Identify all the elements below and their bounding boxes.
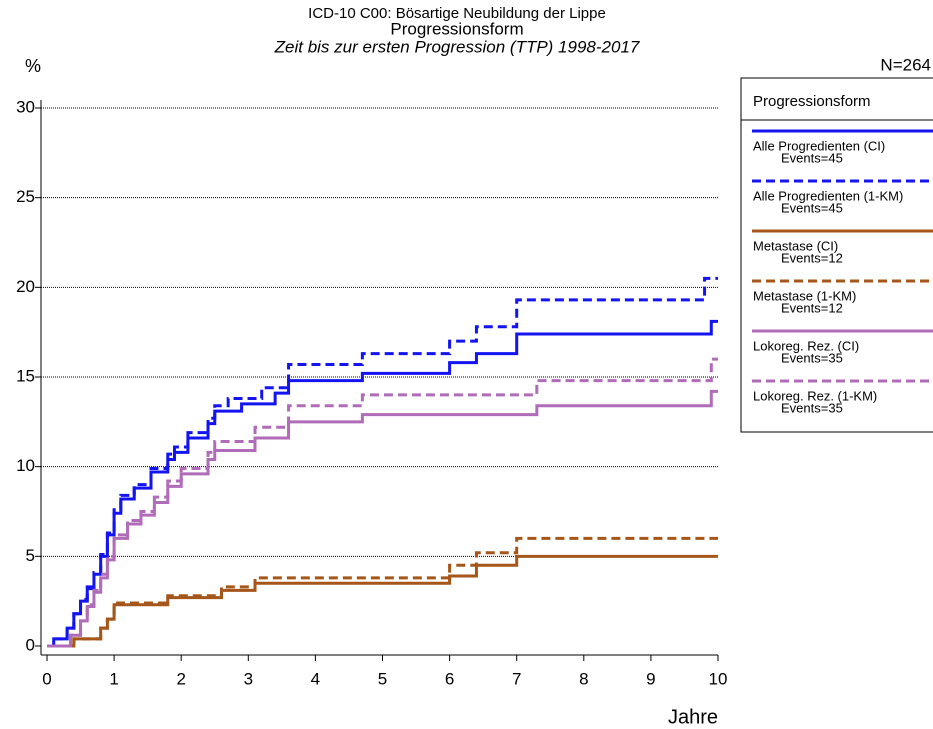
legend-events: Events=12: [781, 300, 843, 315]
series-line: [47, 319, 718, 648]
series-line: [47, 276, 718, 648]
legend-events: Events=45: [781, 200, 843, 215]
legend-label: Lokoreg. Rez. (1-KM): [753, 388, 877, 403]
n-label: N=264: [880, 55, 931, 74]
legend-title: Progressionsform: [753, 93, 871, 110]
legend-label: Lokoreg. Rez. (CI): [753, 338, 859, 353]
x-tick-label: 7: [512, 669, 521, 688]
legend-label: Metastase (1-KM): [753, 288, 856, 303]
y-axis-label: %: [25, 56, 41, 76]
legend-box: [740, 77, 933, 433]
legend-label: Alle Progredienten (1-KM): [753, 188, 903, 203]
x-axis-label: Jahre: [668, 706, 718, 728]
legend-events: Events=35: [781, 350, 843, 365]
chart-subtitle-2: Zeit bis zur ersten Progression (TTP) 19…: [274, 37, 640, 56]
y-tick-label: 10: [16, 456, 35, 475]
y-tick-label: 20: [16, 277, 35, 296]
x-tick-label: 4: [311, 669, 320, 688]
x-tick-label: 2: [176, 669, 185, 688]
legend-events: Events=35: [781, 400, 843, 415]
y-tick-label: 30: [16, 97, 35, 116]
legend-events: Events=45: [781, 150, 843, 165]
x-tick-label: 9: [646, 669, 655, 688]
x-tick-label: 8: [579, 669, 588, 688]
y-tick-label: 0: [26, 635, 35, 654]
series-line: [47, 554, 718, 648]
x-tick-label: 3: [244, 669, 253, 688]
legend-label: Metastase (CI): [753, 238, 838, 253]
legend-label: Alle Progredienten (CI): [753, 138, 885, 153]
chart-title: ICD-10 C00: Bösartige Neubildung der Lip…: [308, 5, 606, 22]
x-tick-label: 10: [709, 669, 728, 688]
series-line: [47, 389, 718, 648]
series-line: [47, 357, 718, 648]
x-tick-label: 0: [42, 669, 51, 688]
legend-events: Events=12: [781, 250, 843, 265]
y-tick-label: 5: [26, 546, 35, 565]
x-tick-label: 6: [445, 669, 454, 688]
x-tick-label: 5: [378, 669, 387, 688]
y-tick-label: 25: [16, 187, 35, 206]
chart-subtitle: Progressionsform: [390, 19, 523, 38]
series-line: [47, 536, 718, 648]
x-tick-label: 1: [109, 669, 118, 688]
y-tick-label: 15: [16, 366, 35, 385]
